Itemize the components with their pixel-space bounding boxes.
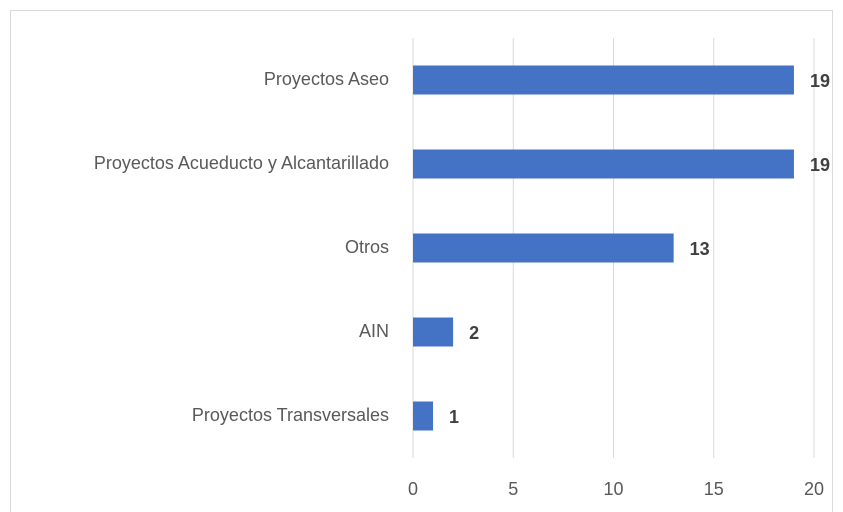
bar (413, 65, 794, 95)
y-tick-label: Otros (345, 237, 389, 257)
x-tick-label: 10 (603, 479, 623, 499)
y-tick-label: Proyectos Acueducto y Alcantarillado (94, 153, 389, 173)
x-tick-label: 5 (508, 479, 518, 499)
data-label: 13 (690, 239, 710, 259)
y-tick-label: Proyectos Aseo (264, 69, 389, 89)
x-tick-label: 0 (408, 479, 418, 499)
data-label: 19 (810, 71, 830, 91)
x-tick-label: 20 (804, 479, 824, 499)
bar (413, 149, 794, 179)
bar (413, 317, 454, 347)
data-label: 1 (449, 407, 459, 427)
bar (413, 401, 434, 431)
y-tick-label: AIN (359, 321, 389, 341)
x-tick-label: 15 (704, 479, 724, 499)
data-label: 19 (810, 155, 830, 175)
data-label: 2 (469, 323, 479, 343)
chart-border (10, 10, 833, 512)
bar (413, 233, 674, 263)
y-tick-label: Proyectos Transversales (192, 405, 389, 425)
